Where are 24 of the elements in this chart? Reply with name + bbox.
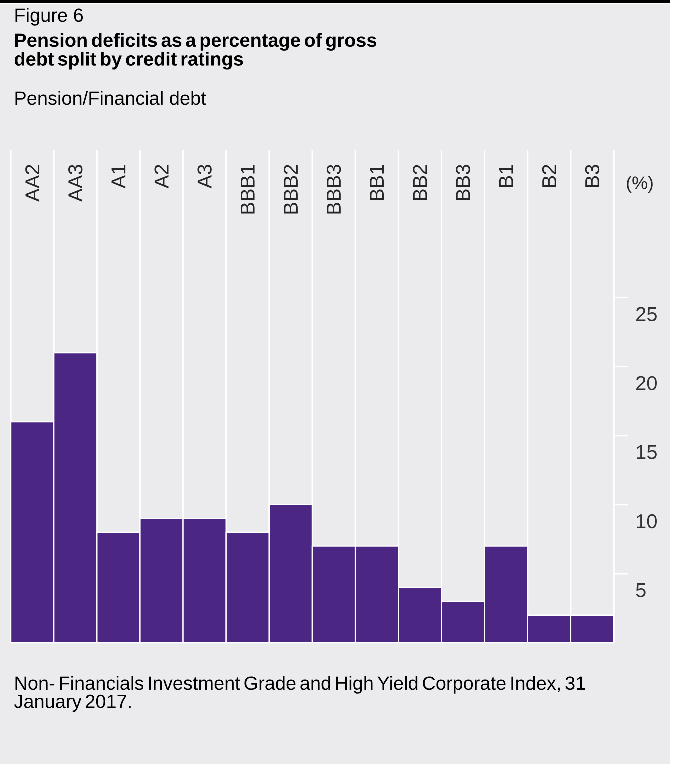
x-tick-label: BB2 [413, 165, 428, 200]
x-tick-label: BBB3 [326, 165, 342, 214]
x-tick-label: A1 [112, 165, 126, 189]
x-tick-label: BB3 [456, 165, 470, 200]
x-tick-label: B1 [499, 165, 514, 188]
chart-title: Pension deficits as a percentage of gross debt split by credit ratings [14, 33, 376, 70]
x-tick-label: AA3 [68, 165, 83, 202]
x-tick-label: BBB1 [241, 165, 255, 214]
text: Non- Financials Investment Grade and High Yield Corporate Index, 31 January 2017. [14, 676, 586, 712]
y-tick-label: 5 [636, 583, 646, 598]
x-tick-label: BB1 [370, 165, 384, 200]
chart-subtitle: Pension/Financial debt [16, 91, 206, 106]
y-tick-label: 10 [637, 514, 657, 529]
x-tick-label: B3 [585, 165, 600, 188]
x-tick-label: BBB2 [284, 165, 298, 214]
y-tick-label: 20 [636, 376, 657, 390]
y-tick-label: 15 [637, 445, 657, 460]
x-tick-label: B2 [542, 165, 556, 188]
x-tick-label: A2 [154, 165, 169, 189]
caption: Figure 6 [16, 8, 84, 26]
x-tick-label: AA2 [26, 165, 40, 202]
y-axis-title: (%) [627, 176, 653, 193]
x-tick-label: A3 [198, 165, 212, 189]
y-tick-label: 25 [636, 307, 657, 322]
